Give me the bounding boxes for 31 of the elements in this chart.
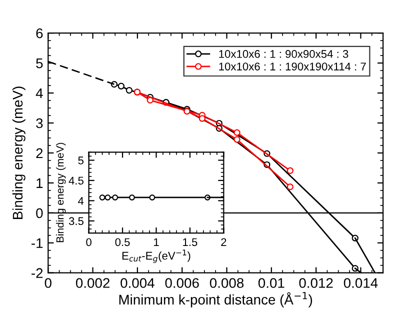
y-tick-label: 6 bbox=[36, 28, 43, 38]
y-tick-label: -1 bbox=[32, 238, 43, 248]
y-tick-label: 5 bbox=[36, 58, 43, 68]
y-tick-label: 2 bbox=[36, 148, 43, 158]
y-tick-label: 4 bbox=[78, 197, 84, 205]
x-axis-title: Minimum k-point distance (Å$^{−1}$) bbox=[119, 292, 312, 308]
x-tick-label: 2 bbox=[221, 238, 226, 246]
x-tick-label: 0.01 bbox=[258, 278, 284, 288]
x-tick-label: 0.006 bbox=[165, 278, 199, 288]
y-tick-label: 3.5 bbox=[68, 217, 84, 226]
x-tick-label: 0.008 bbox=[210, 278, 244, 288]
x-tick-label: 0.5 bbox=[115, 238, 130, 246]
y-tick-label: 4 bbox=[36, 88, 43, 98]
x-tick-label: 0 bbox=[86, 238, 92, 246]
x-tick-label: 1 bbox=[154, 238, 159, 246]
x-tick-label: 0.004 bbox=[120, 278, 154, 288]
y-tick-label: 5 bbox=[78, 156, 84, 164]
y-tick-label: -2 bbox=[32, 268, 43, 278]
x-tick-label: 0.014 bbox=[344, 278, 378, 288]
y-tick-label: 0 bbox=[36, 208, 43, 218]
x-axis-title: E$_{cut}$-E$_{g}$(eV$^{−1}$) bbox=[122, 250, 190, 264]
y-tick-label: 4.5 bbox=[68, 176, 84, 185]
x-tick-label: 0 bbox=[44, 278, 52, 288]
y-axis-title: Binding energy (meV) bbox=[12, 86, 26, 219]
x-tick-label: 0.012 bbox=[299, 278, 333, 288]
x-tick-label: 1.5 bbox=[183, 238, 198, 246]
legend-label: 10x10x6 : 1 : 190x190x114 : 7 bbox=[219, 62, 366, 70]
y-tick-label: 1 bbox=[36, 178, 43, 188]
y-tick-label: 3 bbox=[36, 118, 43, 128]
legend-label: 10x10x6 : 1 : 90x90x54 : 3 bbox=[219, 50, 348, 58]
x-tick-label: 0.002 bbox=[76, 278, 110, 288]
